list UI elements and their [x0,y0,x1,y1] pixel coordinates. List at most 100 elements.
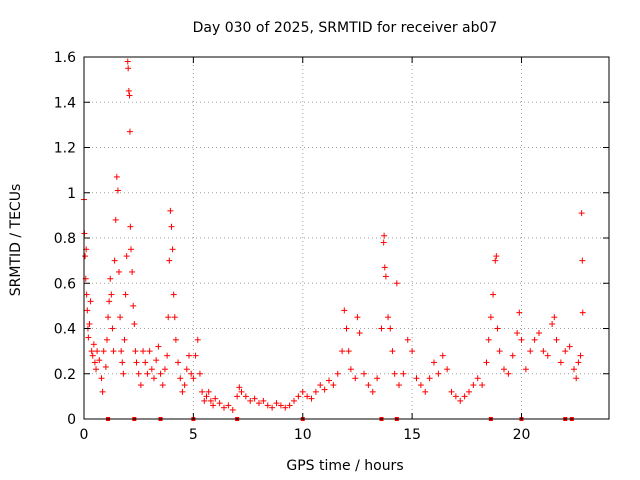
data-point [133,359,140,366]
data-point [84,307,91,314]
data-point [194,336,201,343]
data-point [120,370,127,377]
data-point [273,400,280,407]
data-point [575,359,582,366]
data-point [381,264,388,271]
data-point [354,314,361,321]
data-point [199,388,206,395]
data-point [99,388,106,395]
data-point [413,375,420,382]
data-point [170,291,177,298]
data-point [260,397,267,404]
data-point [352,375,359,382]
data-point [483,359,490,366]
data-point [196,370,203,377]
y-tick-label: 0.6 [54,276,76,292]
data-point [501,366,507,373]
data-point [562,348,569,355]
data-point [417,382,424,389]
data-point [485,336,492,343]
data-point [551,314,558,321]
data-point [277,402,284,409]
data-point [479,382,486,389]
data-point [579,309,586,316]
data-point [107,275,114,282]
data-point [113,173,120,180]
data-point [282,404,289,411]
data-point [242,393,249,400]
data-point [151,375,157,382]
data-point [339,348,346,355]
data-point [341,307,348,314]
data-point [116,268,122,275]
data-point [229,406,236,413]
data-point [85,334,92,341]
data-point [422,388,429,395]
data-point [304,393,311,400]
data-point [201,397,208,404]
data-point [426,375,433,382]
data-point [391,370,398,377]
data-point [140,348,147,355]
data-point [490,291,497,298]
data-point [88,348,95,355]
data-point [82,253,89,260]
data-point [518,336,525,343]
data-point [203,393,210,400]
data-point [291,397,297,404]
data-point [494,325,501,332]
data-point [161,366,168,373]
data-point [166,257,173,264]
data-point [124,58,131,65]
data-point [91,359,98,366]
x-tick-label: 10 [294,427,312,443]
data-point [111,257,118,264]
data-point [106,298,113,305]
data-point [122,291,129,298]
chart-title: Day 030 of 2025, SRMTID for receiver ab0… [193,20,498,36]
data-point [168,223,175,230]
data-point [86,320,93,327]
data-point [210,402,217,409]
data-point [171,314,178,321]
y-axis-label: SRMTID / TECUs [8,184,24,297]
y-tick-label: 0 [67,412,76,428]
data-point [109,325,116,332]
data-point [207,397,214,404]
data-point [356,330,363,337]
data-point [487,314,494,321]
x-tick-label: 15 [403,427,421,443]
data-point [121,336,128,343]
data-point [286,402,293,409]
data-point [536,330,542,337]
data-point [90,341,97,348]
data-point [369,388,376,395]
data-point [153,357,160,364]
data-point [112,216,119,223]
data-point [571,366,577,373]
data-point [374,375,381,382]
data-point [126,128,133,135]
y-tick-label: 1.2 [54,141,76,157]
data-point [361,370,367,377]
data-point [577,352,584,359]
axis-ticks: 0 5 10 15 20 0 0.2 0.4 0.6 0.8 1 1.2 1.4 1.6 [54,50,609,443]
data-point [522,366,529,373]
data-point [448,388,455,395]
data-point [382,273,389,280]
data-point [87,298,94,305]
x-tick-label: 5 [189,427,198,443]
data-point [169,246,176,253]
y-tick-label: 1.6 [54,50,76,66]
data-point [131,320,138,327]
data-point [100,348,107,355]
data-point [225,402,232,409]
data-point [94,348,101,355]
data-point [212,395,219,402]
data-point [114,187,121,194]
data-point [461,393,468,400]
data-point [142,359,149,366]
data-point [103,336,110,343]
data-point [190,375,197,382]
data-point [105,314,112,321]
